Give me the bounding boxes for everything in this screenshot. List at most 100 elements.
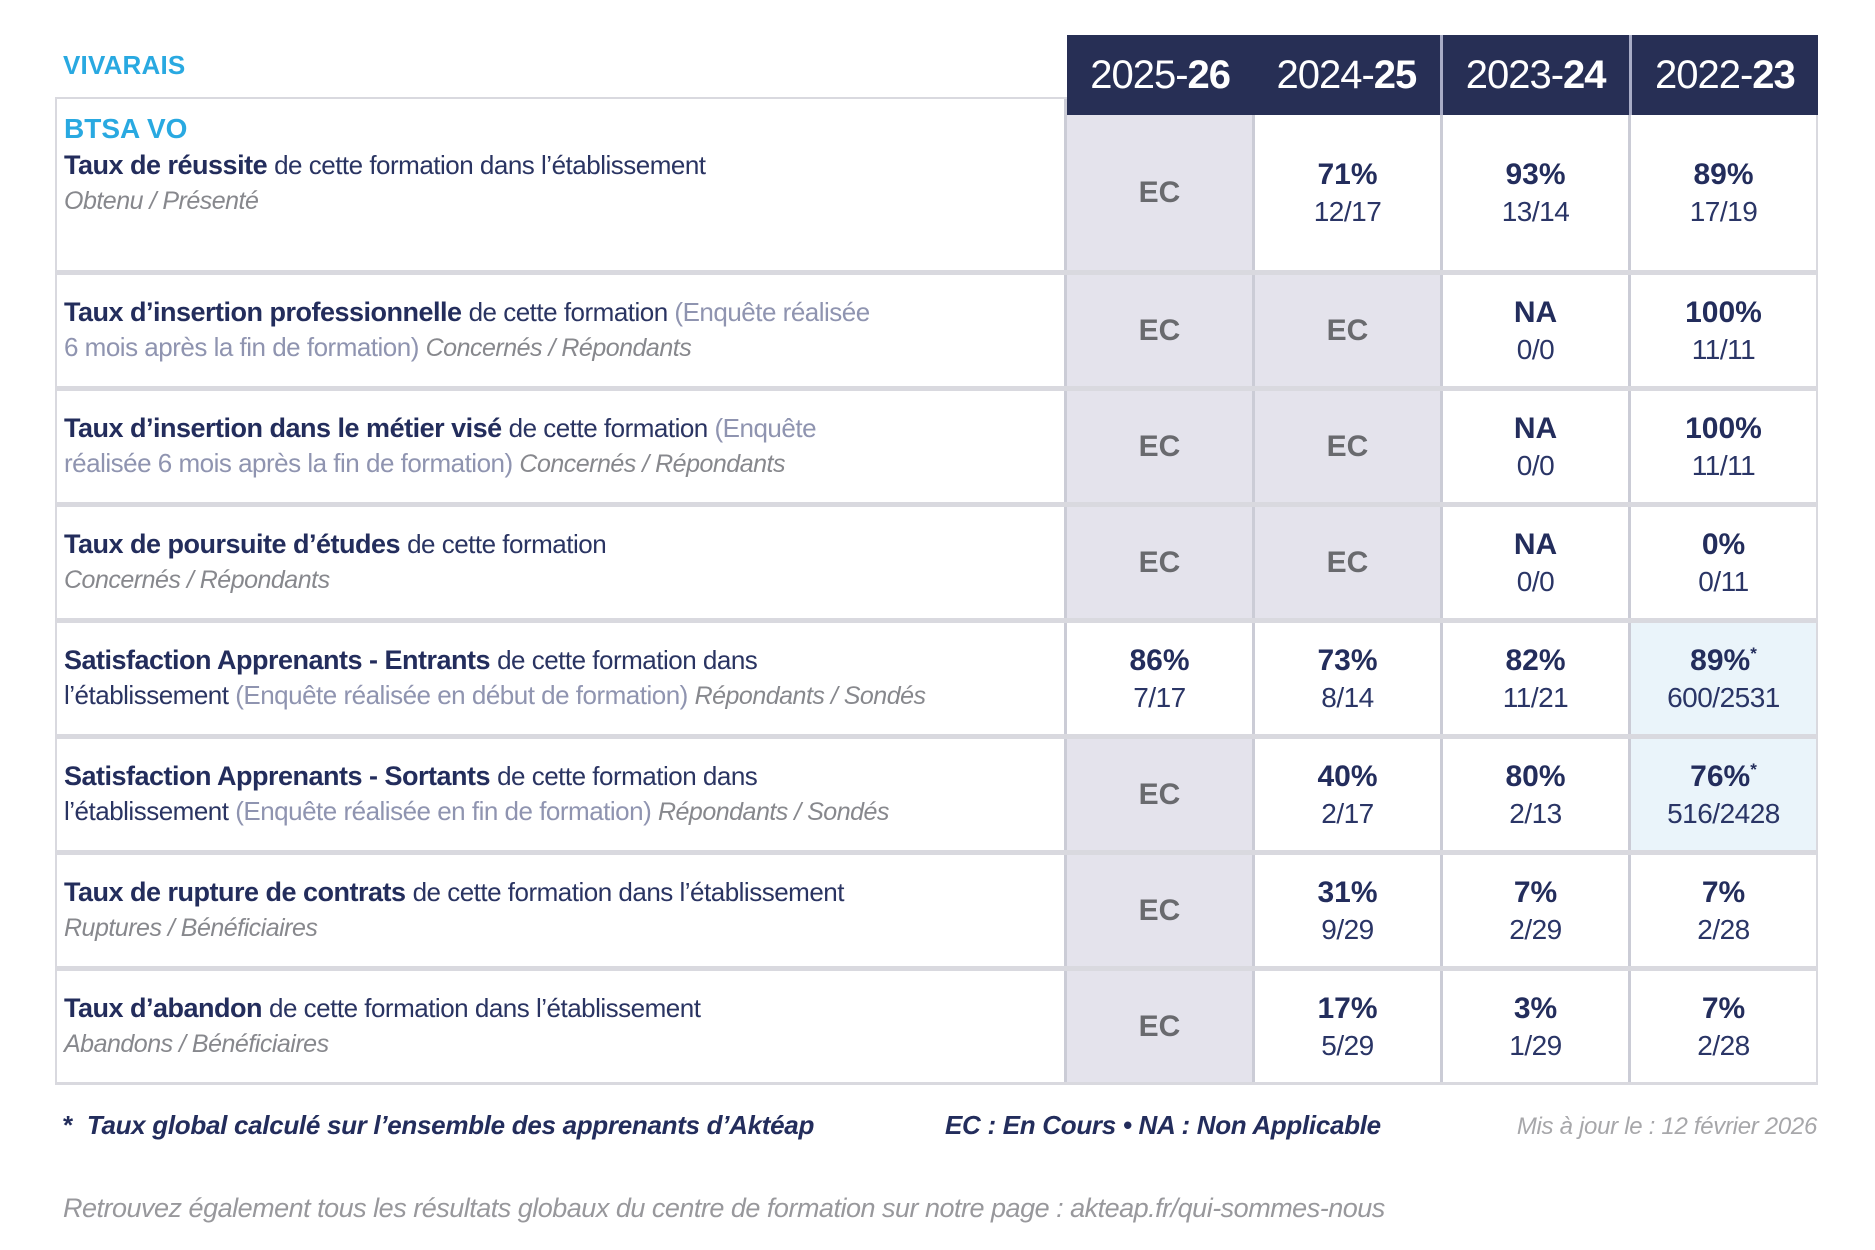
label-line: l’établissement (Enquête réalisée en déb… — [64, 678, 1040, 714]
status-ec: EC — [1326, 429, 1369, 463]
label-segment: l’établissement — [64, 796, 236, 826]
label-segment: Répondants / Sondés — [657, 798, 889, 826]
footnote-text: Taux global calculé sur l’ensemble des a… — [86, 1110, 815, 1140]
row-label: Taux d’abandon de cette formation dans l… — [57, 971, 1064, 1082]
percentage-text: 0% — [1701, 527, 1746, 561]
percentage-value: 3% — [1514, 990, 1557, 1028]
fraction-value: 9/29 — [1321, 913, 1374, 945]
metric-cell-en-cours: EC — [1067, 971, 1252, 1082]
percentage-value: 71% — [1317, 156, 1377, 194]
table-row: Satisfaction Apprenants - Sortants de ce… — [57, 739, 1816, 850]
metric-cell: 100% 11/11 — [1631, 391, 1816, 502]
table-row: Taux d’insertion professionnelle de cett… — [57, 275, 1816, 386]
status-ec: EC — [1138, 777, 1181, 811]
percentage-value: 7% — [1702, 874, 1745, 912]
metric-cell: 40% 2/17 — [1255, 739, 1440, 850]
label-segment: Taux d’abandon — [64, 993, 270, 1023]
year-text: 2024- — [1276, 52, 1374, 97]
label-segment: Taux d’insertion professionnelle — [64, 297, 469, 327]
metric-cell: NA 0/0 — [1443, 507, 1628, 618]
percentage-text: 71% — [1317, 157, 1378, 191]
percentage-text: 100% — [1685, 411, 1762, 445]
metric-cell: 100% 11/11 — [1631, 275, 1816, 386]
year-text: 2025- — [1090, 52, 1188, 97]
label-segment: Abandons / Bénéficiaires — [64, 1030, 329, 1058]
year-column-2025-26: 2025- 26 — [1067, 35, 1253, 115]
percentage-value: 93% — [1505, 156, 1565, 194]
fraction-value: 17/19 — [1689, 195, 1758, 227]
fraction-value: 0/0 — [1516, 449, 1555, 481]
label-line: Taux d’insertion professionnelle de cett… — [64, 295, 1040, 330]
label-segment: (Enquête réalisée — [674, 297, 870, 327]
label-line: l’établissement (Enquête réalisée en fin… — [64, 794, 1040, 830]
status-ec: EC — [1138, 175, 1181, 209]
percentage-text: 73% — [1317, 643, 1378, 677]
fraction-value: 600/2531 — [1667, 681, 1780, 713]
label-line: réalisée 6 mois après la fin de formatio… — [64, 446, 1040, 482]
asterisk: * — [63, 1110, 73, 1140]
percentage-value: 7% — [1702, 990, 1745, 1028]
fraction-value: 13/14 — [1501, 195, 1570, 227]
label-segment: de cette formation dans l’établissement — [274, 150, 706, 180]
table-row: BTSA VO Taux de réussite de cette formati… — [57, 99, 1816, 270]
metric-cell: NA 0/0 — [1443, 275, 1628, 386]
percentage-value: NA — [1514, 410, 1557, 448]
row-label: BTSA VO Taux de réussite de cette formati… — [57, 99, 1064, 270]
metric-cell-en-cours: EC — [1067, 507, 1252, 618]
status-ec: EC — [1138, 313, 1181, 347]
percentage-value: NA — [1514, 526, 1557, 564]
label-segment: (Enquête — [714, 413, 817, 443]
metric-cell-en-cours: EC — [1255, 391, 1440, 502]
percentage-text: 3% — [1513, 991, 1558, 1025]
percentage-value: 0% — [1702, 526, 1745, 564]
fraction-value: 1/29 — [1509, 1029, 1562, 1061]
table-row: Taux d’abandon de cette formation dans l… — [57, 971, 1816, 1082]
label-segment: Obtenu / Présenté — [64, 187, 259, 215]
percentage-text: 82% — [1505, 643, 1566, 677]
year-text: 2023- — [1465, 52, 1564, 97]
percentage-value: 76%* — [1690, 758, 1757, 796]
fraction-value: 0/0 — [1516, 333, 1555, 365]
fraction-value: 2/29 — [1509, 913, 1562, 945]
fraction-value: 5/29 — [1321, 1029, 1374, 1061]
percentage-text: 80% — [1505, 759, 1566, 793]
fraction-value: 7/17 — [1133, 681, 1186, 713]
label-segment: de cette formation dans l’établissement — [269, 993, 701, 1023]
percentage-value: 40% — [1317, 758, 1377, 796]
percentage-text: 89% — [1690, 643, 1751, 677]
label-segment: Satisfaction Apprenants - Entrants — [64, 645, 498, 675]
year-column-2024-25: 2024- 25 — [1253, 35, 1439, 115]
fraction-value: 2/28 — [1697, 1029, 1750, 1061]
year-text: 2022- — [1654, 52, 1753, 97]
metric-cell: NA 0/0 — [1443, 391, 1628, 502]
table-row: Taux de rupture de contrats de cette for… — [57, 855, 1816, 966]
year-text-bold: 24 — [1563, 52, 1606, 97]
metric-cell: 80% 2/13 — [1443, 739, 1628, 850]
label-segment: de cette formation dans — [497, 761, 758, 791]
label-line: 6 mois après la fin de formation) Concer… — [64, 330, 1040, 366]
percentage-value: 31% — [1317, 874, 1377, 912]
results-table: BTSA VO Taux de réussite de cette formati… — [55, 97, 1818, 1085]
row-label: Satisfaction Apprenants - Entrants de ce… — [57, 623, 1064, 734]
table-row: Taux de poursuite d’études de cette form… — [57, 507, 1816, 618]
metric-cell-en-cours: EC — [1255, 275, 1440, 386]
label-segment: réalisée 6 mois après la fin de formatio… — [64, 448, 520, 478]
status-ec: EC — [1138, 429, 1181, 463]
metric-cell: 0% 0/11 — [1631, 507, 1816, 618]
label-line: Abandons / Bénéficiaires — [64, 1026, 1040, 1062]
label-segment: Répondants / Sondés — [694, 682, 926, 710]
brand-label: VIVARAIS — [63, 50, 186, 80]
year-header: 2025- 26 2024- 25 2023- 24 2022- 23 — [1067, 35, 1818, 115]
percentage-text: 86% — [1129, 643, 1190, 677]
fraction-value: 2/28 — [1697, 913, 1750, 945]
label-line: Concernés / Répondants — [64, 562, 1040, 598]
percentage-value: 80% — [1505, 758, 1565, 796]
footnote: * Taux global calculé sur l’ensemble des … — [63, 1110, 814, 1141]
metric-cell-en-cours: EC — [1067, 739, 1252, 850]
year-column-2022-23: 2022- 23 — [1628, 35, 1818, 115]
fraction-value: 2/13 — [1509, 797, 1562, 829]
asterisk: * — [1750, 643, 1757, 663]
row-label: Taux de rupture de contrats de cette for… — [57, 855, 1064, 966]
status-ec: EC — [1326, 545, 1369, 579]
label-segment: Taux d’insertion dans le métier visé — [64, 413, 509, 443]
